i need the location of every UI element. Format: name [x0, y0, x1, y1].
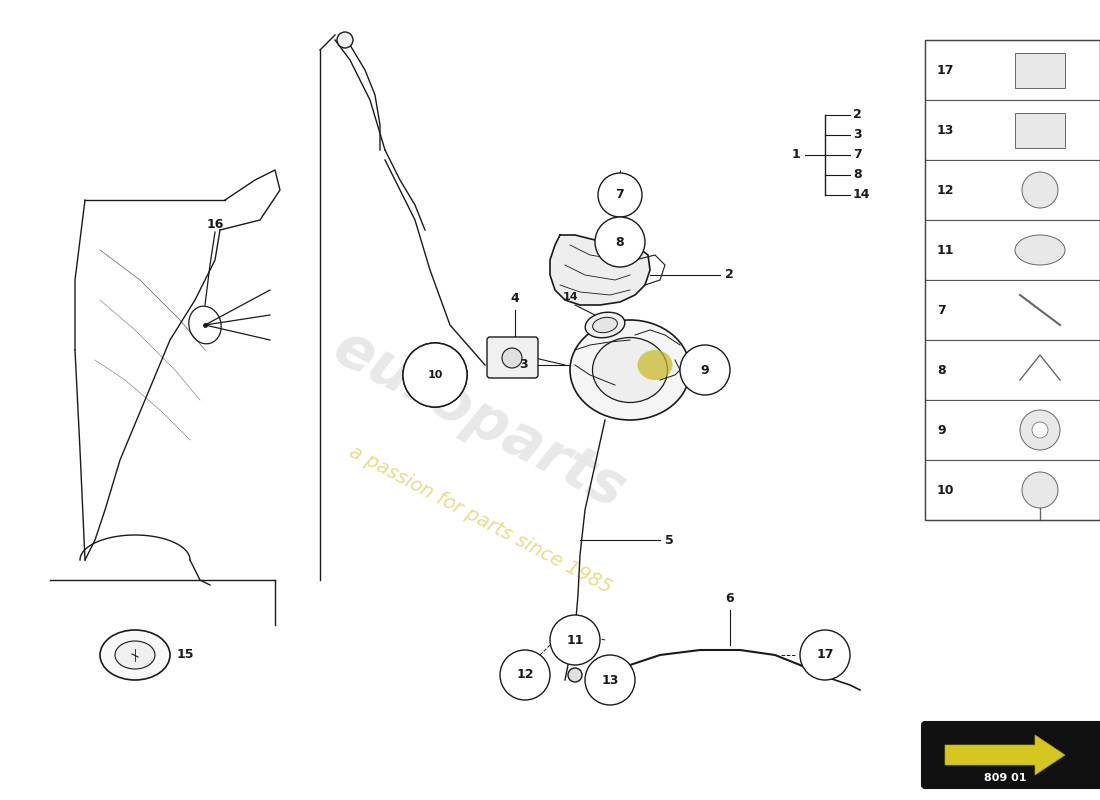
- FancyBboxPatch shape: [487, 337, 538, 378]
- Text: 8: 8: [852, 169, 861, 182]
- Text: a passion for parts since 1985: a passion for parts since 1985: [345, 442, 615, 598]
- Text: 1: 1: [791, 149, 800, 162]
- Circle shape: [403, 343, 467, 407]
- Text: 15: 15: [176, 649, 194, 662]
- Bar: [925, 400, 1100, 460]
- Bar: [925, 220, 1100, 280]
- Circle shape: [1022, 172, 1058, 208]
- Circle shape: [680, 345, 730, 395]
- Circle shape: [1020, 410, 1060, 450]
- Bar: [925, 280, 1100, 340]
- Text: 17: 17: [816, 649, 834, 662]
- Circle shape: [800, 630, 850, 680]
- Bar: [925, 40, 1100, 100]
- Ellipse shape: [585, 312, 625, 338]
- Text: europarts: europarts: [324, 319, 636, 521]
- Text: 10: 10: [937, 483, 955, 497]
- Circle shape: [585, 655, 635, 705]
- FancyBboxPatch shape: [922, 722, 1100, 788]
- Text: 14: 14: [852, 189, 870, 202]
- Text: 2: 2: [852, 109, 861, 122]
- Circle shape: [403, 343, 467, 407]
- Text: 13: 13: [937, 123, 955, 137]
- Circle shape: [417, 357, 453, 393]
- Bar: [925, 160, 1100, 220]
- Polygon shape: [945, 735, 1065, 775]
- Circle shape: [337, 32, 353, 48]
- Circle shape: [1032, 422, 1048, 438]
- Bar: [925, 460, 1100, 520]
- Polygon shape: [550, 235, 650, 305]
- Text: 9: 9: [937, 423, 946, 437]
- Text: 5: 5: [666, 534, 673, 546]
- Text: 11: 11: [566, 634, 584, 646]
- Ellipse shape: [116, 641, 155, 669]
- Text: 7: 7: [937, 303, 946, 317]
- Text: 6: 6: [726, 592, 735, 605]
- Circle shape: [550, 615, 600, 665]
- Bar: [925, 40, 1100, 520]
- Text: 7: 7: [616, 189, 625, 202]
- Text: 7: 7: [852, 149, 861, 162]
- Ellipse shape: [100, 630, 170, 680]
- Text: 2: 2: [725, 269, 734, 282]
- Ellipse shape: [638, 350, 672, 380]
- Text: 13: 13: [602, 674, 618, 686]
- Ellipse shape: [570, 320, 690, 420]
- Text: 4: 4: [510, 292, 519, 305]
- Circle shape: [500, 650, 550, 700]
- Text: 9: 9: [701, 363, 710, 377]
- Text: 809 01: 809 01: [983, 773, 1026, 783]
- Text: 8: 8: [616, 235, 625, 249]
- Text: 3: 3: [519, 358, 528, 371]
- Bar: [925, 340, 1100, 400]
- Ellipse shape: [1015, 235, 1065, 265]
- Text: 12: 12: [516, 669, 534, 682]
- Text: 12: 12: [937, 183, 955, 197]
- Ellipse shape: [593, 318, 617, 333]
- Text: 8: 8: [937, 363, 946, 377]
- Text: 14: 14: [562, 292, 578, 302]
- Circle shape: [1022, 472, 1058, 508]
- Text: 10: 10: [427, 370, 442, 380]
- Bar: [1015, 113, 1065, 148]
- Text: 17: 17: [937, 63, 955, 77]
- Text: 11: 11: [937, 243, 955, 257]
- Bar: [1015, 53, 1065, 88]
- Text: 16: 16: [207, 218, 223, 231]
- Ellipse shape: [593, 338, 668, 402]
- Circle shape: [568, 668, 582, 682]
- Circle shape: [598, 173, 642, 217]
- Circle shape: [502, 348, 522, 368]
- Bar: [925, 100, 1100, 160]
- Text: 3: 3: [852, 129, 861, 142]
- Circle shape: [595, 217, 645, 267]
